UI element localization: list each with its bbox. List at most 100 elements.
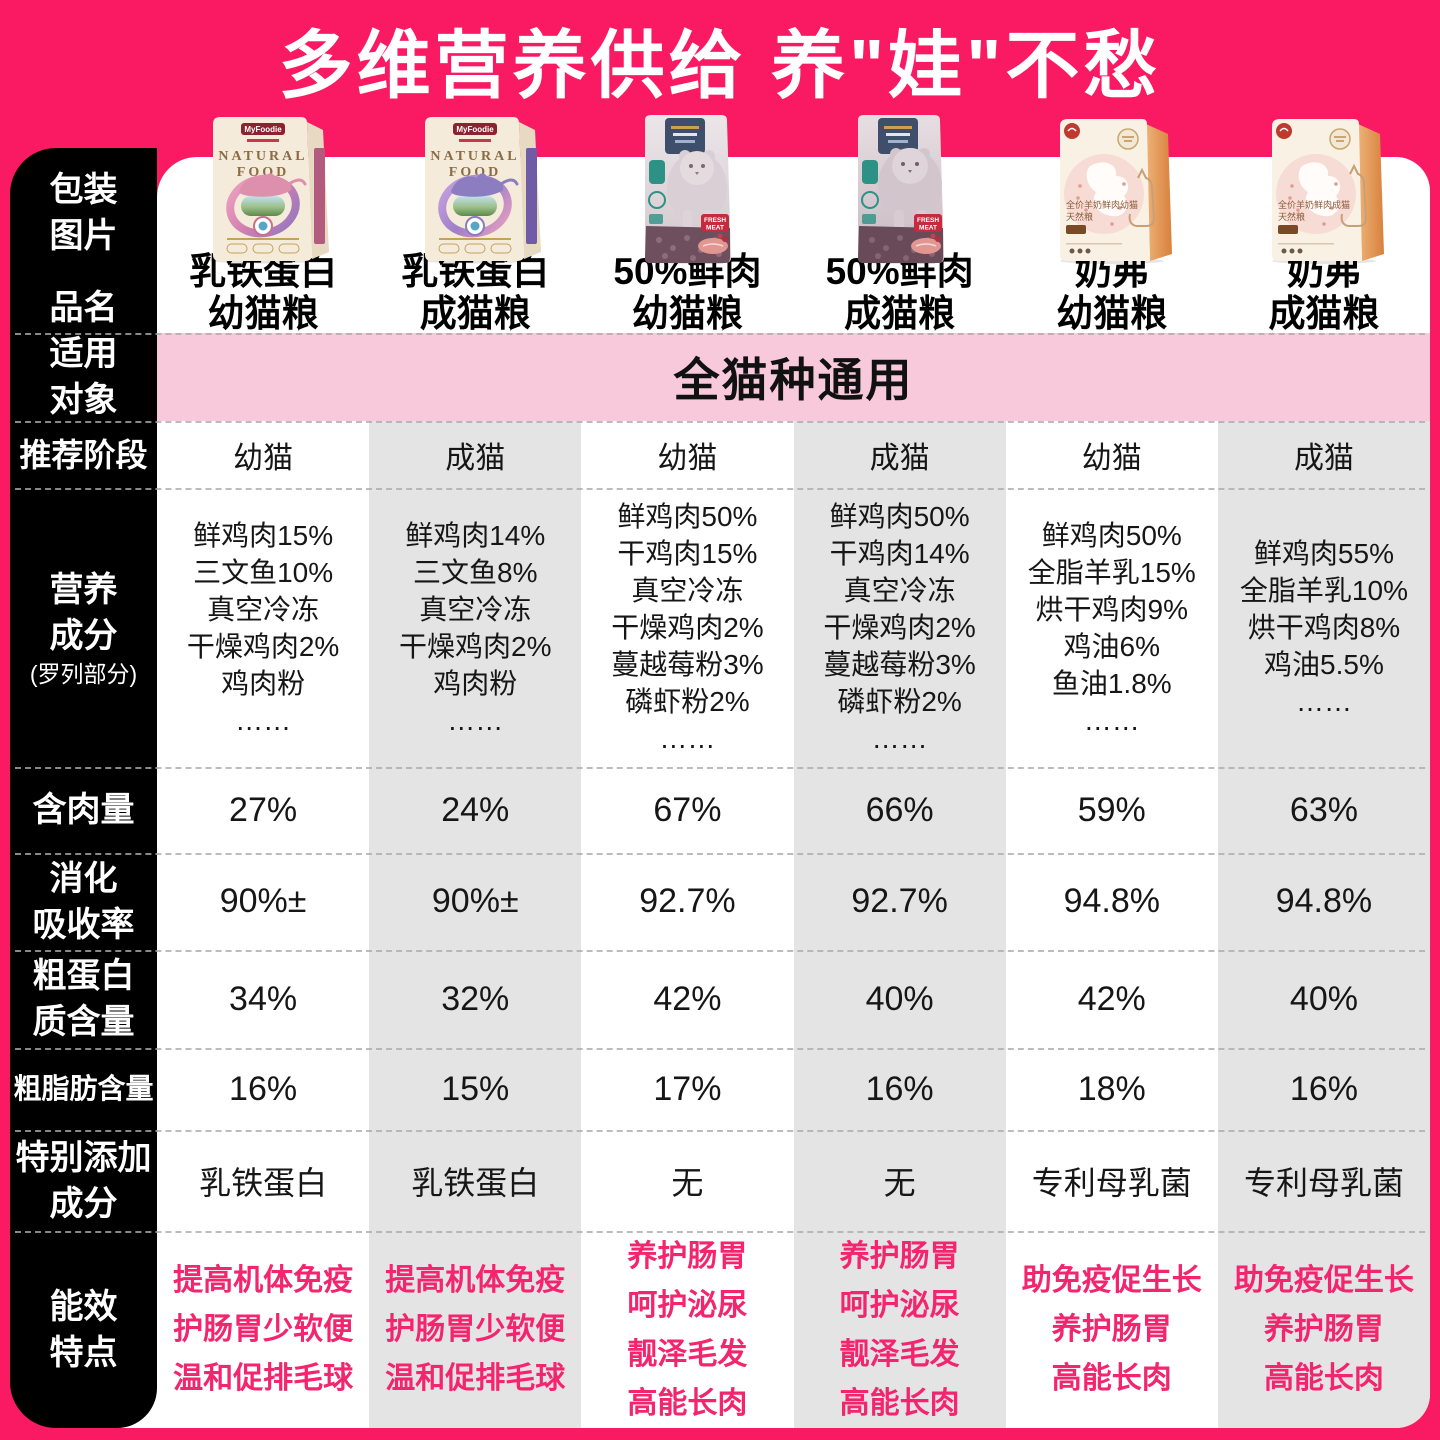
fat-value: 16% — [1289, 1069, 1358, 1108]
ingredients-list-4: 鲜鸡肉50% 干鸡肉14% 真空冷冻 干燥鸡肉2% 蔓越莓粉3% 磷虾粉2%…… — [823, 501, 976, 754]
fat-value: 16% — [229, 1069, 298, 1108]
ingredients-list-1: 鲜鸡肉15% 三文鱼10% 真空冷冻 干燥鸡肉2% 鸡肉粉…… — [186, 519, 340, 736]
ingredients-list-3: 鲜鸡肉50% 干鸡肉15% 真空冷冻 干燥鸡肉2% 蔓越莓粉3% 磷虾粉2%…… — [611, 501, 764, 754]
digest-value: 90%± — [431, 882, 519, 920]
row-product-names: 乳铁蛋白 幼猫粮 乳铁蛋白 成猫粮 50%鲜肉 幼猫粮 50%鲜肉 成猫粮 奶弗 幼猫粮 … — [157, 251, 1430, 334]
bag-label-text: 全价羊奶鲜肉成猫 — [1278, 199, 1350, 210]
meat-value: 59% — [1077, 790, 1146, 829]
cat-food-bag-graphic: 全价羊奶鲜肉成猫 天然粮 — [1272, 119, 1384, 264]
product-name-5: 奶弗 幼猫粮 — [1056, 251, 1168, 334]
row-label-sidebar — [10, 148, 157, 1428]
page-header: 多维营养供给 养"娃"不愁 — [0, 0, 1440, 148]
benefits-list-1: 提高机体免疫 护肠胃少软便 温和促排毛球 — [173, 1264, 354, 1395]
bag-label-text: 天然粮 — [1066, 211, 1093, 222]
protein-value: 42% — [653, 979, 722, 1018]
product-name-4: 50%鲜肉 成猫粮 — [825, 251, 974, 334]
benefits-list-6: 助免疫促生长 养护肠胃 高能长肉 — [1233, 1264, 1414, 1395]
benefits-list-3: 养护肠胃 呵护泌尿 靓泽毛发 高能长肉 — [627, 1239, 748, 1420]
meat-value: 66% — [865, 790, 934, 829]
row-label-benefits: 能效 特点 — [49, 1287, 118, 1372]
row-benefits: 提高机体免疫 护肠胃少软便 温和促排毛球 提高机体免疫 护肠胃少软便 温和促排毛球 养护… — [157, 1231, 1430, 1428]
product-image-2: MyFoodie NATURAL FOOD — [369, 112, 581, 264]
bag-brand-text: MyFoodie — [456, 125, 494, 134]
fat-value: 15% — [441, 1069, 510, 1108]
cat-food-bag-graphic: FRESH MEAT — [639, 115, 735, 264]
benefits-list-2: 提高机体免疫 护肠胃少软便 温和促排毛球 — [385, 1264, 566, 1395]
cat-food-bag-graphic: FRESH MEAT — [852, 115, 948, 264]
product-image-3: FRESH MEAT — [581, 112, 793, 264]
special-value: 专利母乳菌 — [1031, 1164, 1192, 1201]
digest-value: 94.8% — [1275, 882, 1373, 920]
comparison-table: 乳铁蛋白 幼猫粮 乳铁蛋白 成猫粮 50%鲜肉 幼猫粮 50%鲜肉 成猫粮 奶弗 幼猫粮 … — [157, 157, 1430, 1428]
digest-value: 92.7% — [851, 882, 948, 920]
meat-value: 24% — [441, 790, 510, 829]
bag-patch-text: MEAT — [919, 225, 937, 232]
product-image-4: FRESH MEAT — [794, 112, 1006, 264]
row-label-special: 特别添加 成分 — [15, 1138, 152, 1223]
row-crude-fat: 16% 15% 17% 16% 18% 16% — [157, 1048, 1430, 1130]
row-label-packaging: 包装 图片 — [49, 170, 118, 255]
stage-value: 幼猫 — [1081, 441, 1142, 475]
row-label-digestibility: 消化 吸收率 — [32, 859, 135, 944]
row-label-name: 品名 — [49, 289, 118, 327]
comparison-card: 乳铁蛋白 幼猫粮 乳铁蛋白 成猫粮 50%鲜肉 幼猫粮 50%鲜肉 成猫粮 奶弗 幼猫粮 … — [10, 148, 1430, 1428]
product-name-1: 乳铁蛋白 幼猫粮 — [189, 251, 338, 334]
audience-banner: 全猫种通用 — [157, 333, 1430, 421]
row-digestibility: 90%± 90%± 92.7% 92.7% 94.8% 94.8% — [157, 853, 1430, 950]
bag-brand-text: MyFoodie — [244, 125, 282, 134]
brand-logo-icon — [1276, 123, 1292, 139]
row-ingredients: 鲜鸡肉15% 三文鱼10% 真空冷冻 干燥鸡肉2% 鸡肉粉…… 鲜鸡肉14% 三文鱼8% 真… — [157, 488, 1430, 767]
protein-value: 42% — [1077, 979, 1146, 1018]
row-divider — [15, 333, 1425, 335]
cat-food-bag-graphic: 全价羊奶鲜肉幼猫 天然粮 — [1060, 119, 1172, 264]
bag-patch-text: FRESH — [917, 217, 939, 224]
protein-value: 40% — [865, 979, 934, 1018]
stage-value: 幼猫 — [657, 441, 718, 475]
stage-value: 成猫 — [869, 441, 930, 475]
product-image-6: 全价羊奶鲜肉成猫 天然粮 — [1218, 112, 1430, 264]
row-crude-protein: 34% 32% 42% 40% 42% 40% — [157, 950, 1430, 1048]
cat-outline-icon — [1136, 167, 1156, 227]
benefits-list-4: 养护肠胃 呵护泌尿 靓泽毛发 高能长肉 — [839, 1239, 960, 1420]
digest-value: 92.7% — [639, 882, 736, 920]
meat-value: 27% — [229, 790, 298, 829]
product-name-3: 50%鲜肉 幼猫粮 — [613, 251, 762, 334]
cat-food-bag-graphic: MyFoodie NATURAL FOOD — [419, 117, 541, 264]
product-name-6: 奶弗 成猫粮 — [1268, 251, 1380, 334]
ingredients-list-2: 鲜鸡肉14% 三文鱼8% 真空冷冻 干燥鸡肉2% 鸡肉粉…… — [399, 519, 552, 736]
bag-patch-text: MEAT — [706, 225, 724, 232]
ingredients-list-6: 鲜鸡肉55% 全脂羊乳10% 烘干鸡肉8% 鸡油5.5%…… — [1239, 538, 1408, 717]
row-divider — [15, 421, 1425, 423]
fat-value: 16% — [865, 1069, 934, 1108]
fat-value: 17% — [653, 1069, 722, 1108]
product-name-2: 乳铁蛋白 成猫粮 — [401, 251, 550, 334]
protein-value: 32% — [441, 979, 510, 1018]
special-value: 无 — [671, 1164, 704, 1201]
protein-value: 34% — [229, 979, 298, 1018]
bag-title-text: NATURAL — [430, 149, 519, 164]
meat-value: 67% — [653, 790, 722, 829]
product-image-5: 全价羊奶鲜肉幼猫 天然粮 — [1006, 112, 1218, 264]
stage-value: 幼猫 — [233, 441, 294, 475]
row-divider — [15, 488, 1425, 490]
bag-title-text: NATURAL — [218, 149, 307, 164]
special-value: 乳铁蛋白 — [199, 1164, 328, 1201]
row-label-nutrition: 营养 成分 (罗列部分) — [29, 570, 138, 687]
cat-silhouette-icon — [239, 173, 292, 197]
bag-patch-text: FRESH — [704, 217, 726, 224]
row-label-audience: 适用 对象 — [49, 335, 118, 419]
protein-value: 40% — [1289, 979, 1358, 1018]
row-label-stage: 推荐阶段 — [19, 436, 148, 473]
column-stripe-2 — [369, 421, 581, 1428]
audience-value: 全猫种通用 — [673, 354, 914, 406]
meat-value: 63% — [1289, 790, 1358, 829]
special-value: 乳铁蛋白 — [411, 1164, 540, 1201]
row-label-fat: 粗脂肪含量 — [13, 1073, 154, 1104]
row-label-protein: 粗蛋白 质含量 — [32, 957, 135, 1041]
row-divider — [15, 1130, 1425, 1132]
cat-silhouette-icon — [451, 173, 504, 197]
row-label-meat: 含肉量 — [32, 791, 135, 829]
column-stripe-6 — [1218, 421, 1430, 1428]
page-title: 多维营养供给 养"娃"不愁 — [278, 24, 1162, 107]
row-meat-content: 27% 24% 67% 66% 59% 63% — [157, 767, 1430, 853]
